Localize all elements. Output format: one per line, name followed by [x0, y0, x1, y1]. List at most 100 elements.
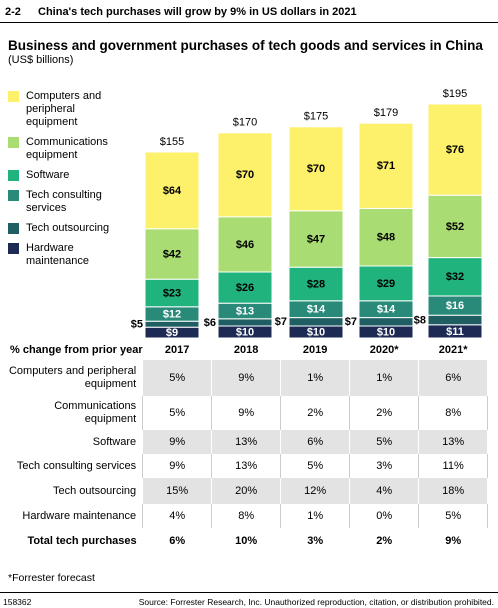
figure-title: China's tech purchases will grow by 9% i…	[38, 6, 357, 18]
column-header: 2020*	[369, 344, 399, 356]
column-header: 2021*	[438, 344, 468, 356]
bar-segment	[288, 317, 344, 327]
legend-swatch	[8, 137, 19, 148]
value-label: $32	[446, 271, 464, 283]
bar-segment	[144, 320, 200, 328]
value-label: $71	[377, 160, 395, 172]
cell: 11%	[418, 454, 489, 478]
table-row: Software 9% 13% 6% 5% 13%	[5, 430, 489, 454]
legend-item: Software	[8, 169, 126, 182]
value-label: $76	[446, 144, 464, 156]
footer-source: Source: Forrester Research, Inc. Unautho…	[138, 597, 494, 607]
legend-item: Communications equipment	[8, 136, 126, 162]
value-label: $10	[307, 326, 325, 338]
cell: 1%	[280, 360, 351, 396]
column-header: 2017	[164, 344, 190, 356]
legend-label: Software	[26, 169, 70, 181]
table-row: Total tech purchases 6% 10% 3% 2% 9%	[5, 528, 488, 554]
cell: 2%	[349, 396, 420, 430]
cell: 8%	[418, 396, 489, 430]
cell: 13%	[211, 454, 282, 478]
value-label: $70	[236, 169, 254, 181]
legend-label: Computers and peripheral equipment	[26, 90, 102, 128]
legend-item: Tech outsourcing	[8, 222, 126, 235]
legend-label: Tech outsourcing	[26, 222, 110, 234]
bar-segment	[288, 126, 344, 212]
legend-swatch	[8, 170, 19, 181]
bar-segment	[427, 314, 483, 326]
cell: 5%	[142, 396, 213, 430]
bar-segment	[358, 317, 414, 327]
legend-swatch	[8, 190, 19, 201]
bar-segment	[144, 278, 200, 308]
table-header-row: % change from prior year 2017 2018 2019 2020…	[5, 340, 488, 360]
cell: 4%	[349, 478, 420, 504]
legend-item: Hardware maintenance	[8, 242, 126, 268]
cell: 5%	[418, 504, 489, 528]
total-label: $179	[374, 107, 398, 119]
cell: 6%	[280, 430, 351, 454]
value-label: $26	[236, 282, 254, 294]
chart-subtitle: (US$ billions)	[8, 54, 74, 66]
legend-label: Hardware maintenance	[26, 242, 89, 267]
value-label: $7	[275, 316, 287, 328]
rule	[0, 592, 498, 593]
cell: 2%	[280, 396, 351, 430]
legend-item: Tech consulting services	[8, 189, 126, 215]
cell: 5%	[280, 454, 351, 478]
cell: 9%	[142, 430, 213, 454]
bar-segment	[427, 194, 483, 259]
footer-id: 158362	[3, 597, 32, 607]
value-label: $9	[166, 327, 178, 339]
bar-segment	[144, 228, 200, 280]
total-label: $175	[304, 111, 328, 123]
value-label: $10	[377, 326, 395, 338]
column-header: 2019	[302, 344, 328, 356]
rule	[0, 22, 498, 23]
row-label: Tech consulting services	[16, 459, 137, 472]
value-label: $28	[307, 278, 325, 290]
table-row: Computers and peripheral equipment 5% 9% 1%…	[5, 360, 489, 396]
row-label: Hardware maintenance	[22, 509, 137, 522]
value-label: $7	[345, 316, 357, 328]
row-label: Tech outsourcing	[52, 484, 137, 497]
cell: 1%	[280, 504, 351, 528]
table-row: Tech outsourcing 15% 20% 12% 4% 18%	[5, 478, 489, 504]
row-label: Communications equipment	[54, 400, 137, 425]
bar-segment	[144, 151, 200, 230]
value-label: $16	[446, 300, 464, 312]
legend-swatch	[8, 243, 19, 254]
cell: 5%	[142, 360, 213, 396]
value-label: $47	[307, 233, 325, 245]
bar-segment	[288, 266, 344, 302]
cell: 20%	[211, 478, 282, 504]
value-label: $12	[163, 308, 181, 320]
value-label: $64	[163, 185, 182, 197]
row-label: Total tech purchases	[27, 534, 137, 547]
value-label: $10	[236, 326, 254, 338]
value-label: $46	[236, 239, 254, 251]
table-header: % change from prior year	[10, 344, 143, 356]
total-label: $155	[160, 136, 184, 148]
cell: 9%	[211, 396, 282, 430]
row-label: Software	[92, 435, 137, 448]
cell: 9%	[211, 360, 282, 396]
bar-segment	[217, 132, 273, 218]
cell: 3%	[307, 535, 324, 547]
legend-swatch	[8, 91, 19, 102]
table-row: Communications equipment 5% 9% 2% 2% 8%	[5, 396, 489, 430]
value-label: $52	[446, 221, 464, 233]
value-label: $13	[236, 305, 254, 317]
value-label: $14	[307, 304, 326, 316]
value-label: $42	[163, 248, 181, 260]
chart: $9 $5 $12 $23 $42 $64 $155 $10 $6 $13 $26 $46 $70 $17…	[131, 88, 483, 339]
total-label: $195	[443, 88, 467, 100]
legend-swatch	[8, 223, 19, 234]
bar-segment	[358, 265, 414, 302]
figure-label: 2-2	[5, 6, 21, 18]
cell: 12%	[280, 478, 351, 504]
value-label: $70	[307, 163, 325, 175]
cell: 0%	[349, 504, 420, 528]
value-label: $29	[377, 278, 395, 290]
bar-segment	[358, 122, 414, 209]
